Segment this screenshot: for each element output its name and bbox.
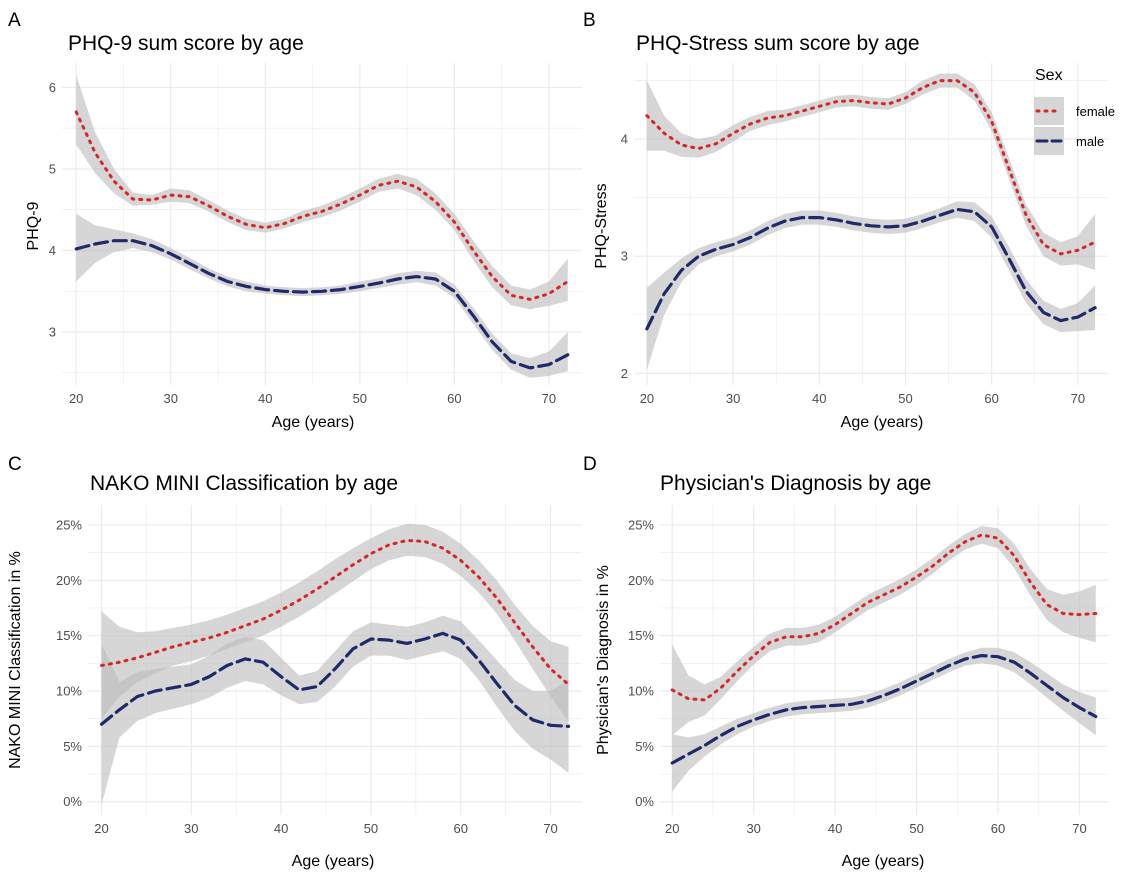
series-line-male [645,207,1097,331]
x-tick-label: 50 [898,391,912,406]
confidence-band-male [76,213,568,378]
panel-title: PHQ-9 sum score by age [68,32,304,55]
panel-letter: A [8,10,21,31]
legend: Sex female male [1034,67,1115,155]
panel-title: NAKO MINI Classification by age [90,472,398,495]
x-axis-label: Age (years) [842,853,925,870]
y-tick-label: 4 [49,243,56,258]
panel-letter: B [583,10,596,31]
confidence-band-female [76,75,568,310]
x-tick-label: 20 [69,391,83,406]
y-axis-label: Physician's Diagnosis in % [595,565,612,755]
y-tick-label: 4 [621,132,628,147]
y-axis-label: PHQ-Stress [593,183,610,268]
y-tick-label: 10% [56,684,82,699]
legend-label-female: female [1076,104,1115,119]
x-tick-label: 60 [984,391,998,406]
x-tick-label: 40 [258,391,272,406]
x-tick-label: 60 [454,821,468,836]
x-tick-label: 40 [274,821,288,836]
y-tick-label: 3 [621,249,628,264]
y-tick-label: 5% [635,739,654,754]
x-tick-label: 70 [1071,391,1085,406]
y-tick-label: 25% [628,517,654,532]
series-line-female [645,79,1097,256]
x-tick-label: 70 [1072,821,1086,836]
x-axis-label: Age (years) [841,414,924,431]
x-tick-label: 70 [542,391,556,406]
x-tick-label: 40 [812,391,826,406]
series-line-female [670,533,1098,702]
grid [62,63,582,385]
y-tick-label: 6 [49,80,56,95]
y-tick-label: 2 [621,366,628,381]
x-tick-label: 30 [746,821,760,836]
y-tick-label: 0% [635,794,654,809]
x-tick-label: 70 [543,821,557,836]
y-tick-label: 20% [628,573,654,588]
y-tick-label: 15% [628,628,654,643]
x-tick-label: 30 [726,391,740,406]
y-tick-label: 25% [56,517,82,532]
panel-c: 20 30 40 50 60 70 0% 5% 10% 15% 20% 25% C NAKO MINI C… [7,454,582,870]
panel-a: 20 30 40 50 60 70 3 4 5 6 A PHQ-9 sum score by age A… [8,10,582,431]
panel-title: PHQ-Stress sum score by age [636,32,920,55]
y-tick-label: 10% [628,684,654,699]
y-axis-label: NAKO MINI Classification in % [7,551,24,769]
confidence-band-female [672,526,1096,736]
x-tick-label: 30 [184,821,198,836]
x-tick-label: 50 [353,391,367,406]
y-tick-label: 0% [63,794,82,809]
x-tick-label: 50 [364,821,378,836]
series-line-female [74,110,570,301]
y-tick-label: 20% [56,573,82,588]
series-line-male [670,653,1098,765]
x-axis-label: Age (years) [292,853,375,870]
panel-letter: D [583,454,597,475]
y-tick-label: 5 [49,161,56,176]
y-tick-label: 15% [56,628,82,643]
panel-letter: C [8,454,22,475]
series-line-male [74,239,570,370]
x-axis-label: Age (years) [272,414,355,431]
x-tick-label: 20 [640,391,654,406]
y-axis-label: PHQ-9 [25,201,42,250]
x-tick-label: 60 [991,821,1005,836]
x-tick-label: 30 [163,391,177,406]
series-line-female [100,538,570,686]
grid [660,505,1108,815]
panel-b: 20 30 40 50 60 70 2 3 4 B PHQ-Stress sum score by … [583,10,1108,431]
legend-label-male: male [1076,134,1104,149]
x-tick-label: 40 [828,821,842,836]
legend-title: Sex [1035,67,1063,84]
confidence-band-female [101,523,569,722]
series-line-male [99,631,571,729]
panel-title: Physician's Diagnosis by age [660,472,931,495]
x-tick-label: 50 [909,821,923,836]
x-tick-label: 60 [447,391,461,406]
x-tick-label: 20 [665,821,679,836]
y-tick-label: 3 [49,325,56,340]
panel-d: 20 30 40 50 60 70 0% 5% 10% 15% 20% 25% D Physician's… [583,454,1108,870]
confidence-band-male [101,615,569,805]
x-tick-label: 20 [94,821,108,836]
confidence-band-female [646,73,1096,271]
y-tick-label: 5% [63,739,82,754]
